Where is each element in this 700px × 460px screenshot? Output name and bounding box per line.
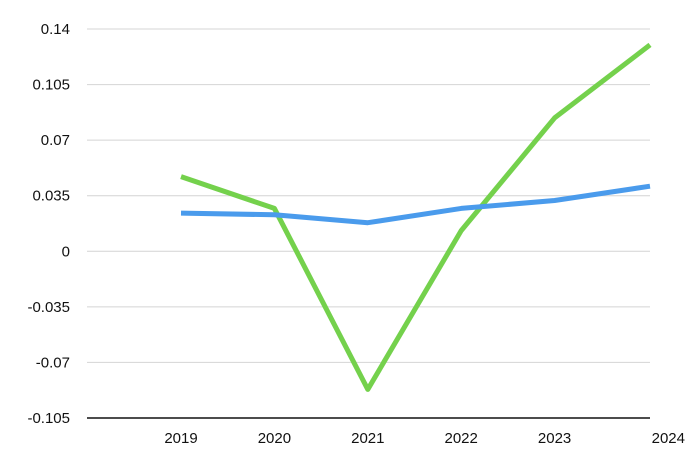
series-line-2 <box>180 183 651 226</box>
x-tick-label: 2023 <box>538 430 571 447</box>
y-tick-label: -0.105 <box>27 410 70 427</box>
x-tick-label: 2019 <box>164 430 197 447</box>
y-tick-label: 0.14 <box>41 21 70 38</box>
x-tick-label: 2020 <box>258 430 291 447</box>
series-lines <box>180 42 652 392</box>
y-tick-label: -0.07 <box>36 354 70 371</box>
y-tick-label: 0 <box>62 243 70 260</box>
x-tick-label: 2022 <box>445 430 478 447</box>
gridlines <box>87 28 650 363</box>
y-tick-label: 0.07 <box>41 132 70 149</box>
y-tick-label: -0.035 <box>27 299 70 316</box>
series-line-1 <box>180 42 652 392</box>
x-tick-label: 2021 <box>351 430 384 447</box>
x-axis-tick-labels: 2019 2020 2021 2022 2023 2024 <box>164 430 685 447</box>
x-tick-label: 2024 <box>652 430 685 447</box>
y-axis-tick-labels: 0.14 0.105 0.07 0.035 0 -0.035 -0.07 -0.105 <box>27 21 70 427</box>
y-tick-label: 0.105 <box>32 77 70 94</box>
y-tick-label: 0.035 <box>32 188 70 205</box>
